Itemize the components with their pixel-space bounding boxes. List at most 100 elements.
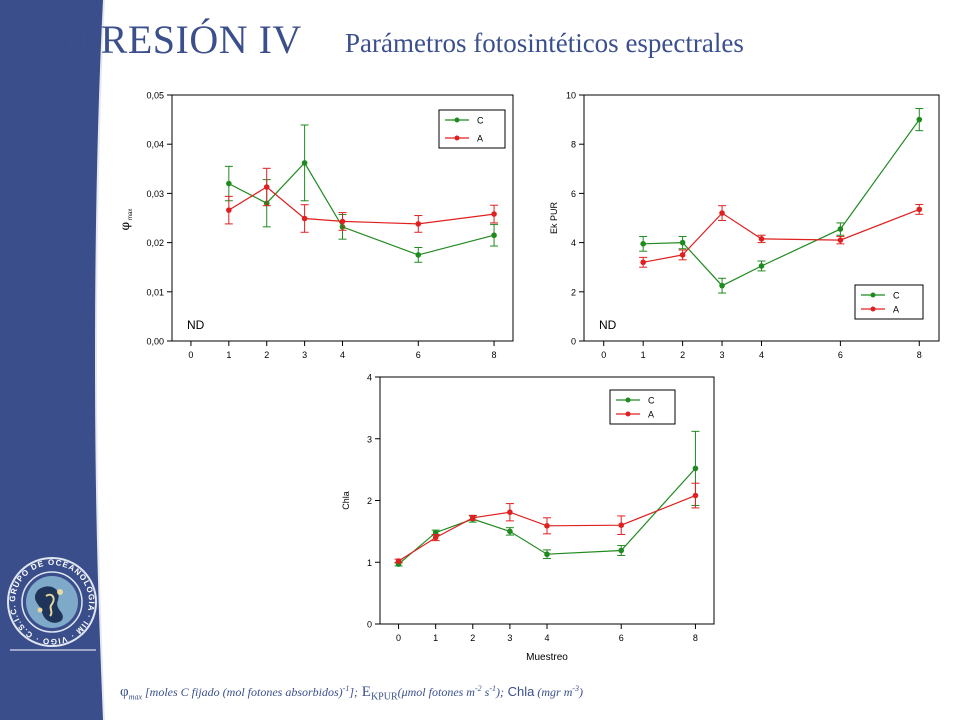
x-tick-label: 3 [507,633,512,643]
chart-legend: CA [854,284,924,320]
series-c-point [692,465,699,472]
chart-legend: CA [609,389,676,425]
x-tick-label: 3 [302,350,307,360]
chla-unit: (mgr m [534,685,573,699]
phi-superscript: -1 [342,684,350,693]
y-tick-label: 0,05 [146,91,164,101]
y-tick-label: 2 [367,496,372,506]
legend-swatch-marker [625,397,631,403]
legend-entry-a: A [648,410,654,420]
y-axis-label-subscript: max [128,209,134,220]
page-title: IMPRESIÓN IV [28,17,302,62]
x-tick-label: 6 [619,633,624,643]
legend-swatch-marker [625,411,631,417]
x-tick-label: 3 [720,350,725,360]
page-subtitle: Parámetros fotosintéticos espectrales [345,28,744,58]
legend-swatch-marker [454,135,460,141]
series-a-point [226,207,232,213]
series-a-point [544,523,550,529]
x-tick-label: 1 [433,633,438,643]
series-c-point [758,263,765,269]
series-c-point [301,160,308,166]
x-tick-label: 2 [680,350,685,360]
ek-subscript: KPUR [370,691,398,703]
y-tick-label: 3 [367,434,372,444]
chla-label: Chla [504,684,535,699]
series-a-point [618,522,625,528]
chart-legend: CA [438,109,506,149]
y-axis-label: Ek PUR [549,202,559,235]
ek-mid: s [481,685,490,699]
legend-box [854,284,924,320]
chart-phimax: 0,00 0,01 0,02 0,03 0,04 0,05 0 1 2 3 4 6 8 φ max ND CA [118,91,514,360]
chart-chla: 0 1 2 3 4 0 1 2 3 4 6 8 Chla Muestreo CA [341,373,715,663]
y-tick-label: 0,00 [146,337,164,347]
y-tick-label: 8 [571,140,576,150]
chart-panel-ek: 0 2 4 6 8 10 0 1 2 3 4 6 8 Ek PUR ND C A [541,73,948,373]
y-axis-label: φ max [118,209,134,231]
ek-unit: (μmol fotones m [397,685,475,699]
nd-annotation: ND [187,318,205,332]
legend-entry-c: C [477,116,484,126]
series-c-point [415,252,422,258]
series-c-line [228,161,495,256]
series-a-point [415,221,422,227]
ek-label: E [358,684,371,700]
phi-unit: [moles C fijado (mol fotones absorbidos) [142,685,343,699]
x-tick-label: 0 [188,350,193,360]
series-c-point [491,232,497,239]
y-tick-label: 0,04 [146,140,164,150]
series-a-line [228,186,495,225]
y-tick-label: 0 [367,620,372,630]
legend-entry-a: A [893,305,899,315]
series-a-point [837,237,844,243]
series-c-point [618,547,625,554]
series-a-point [491,211,497,217]
phi-subscript: max [128,692,142,702]
series-c-line [643,119,920,287]
series-c-point [679,239,686,246]
ek-superscript-1: -2 [474,684,482,693]
y-axis-label: Chla [341,491,351,510]
series-a-point [679,252,686,258]
x-tick-label: 1 [641,350,646,360]
x-tick-label: 4 [340,350,345,360]
x-tick-label: 8 [492,350,497,360]
series-c-point [544,551,550,558]
y-tick-label: 0,02 [146,238,164,248]
ek-superscript-2: -1 [489,684,496,693]
legend-swatch-marker [870,292,876,298]
y-tick-label: 10 [566,91,576,101]
oceanology-logo: GRUPO DE OCEANOLOGIA · IIM · VIGO · C.S.… [7,557,97,647]
y-tick-label: 4 [367,373,372,383]
chart-panel-phimax: 0,00 0,01 0,02 0,03 0,04 0,05 0 1 2 3 4 6 8 φ max ND C A [117,73,538,373]
chla-close: ) [579,685,584,699]
series-a-point [719,210,725,216]
x-tick-label: 6 [838,350,843,360]
x-tick-label: 8 [917,350,922,360]
x-tick-label: 1 [226,350,231,360]
legend-entry-c: C [893,291,900,301]
series-c-point [837,226,844,232]
series-c-point [719,282,725,289]
legend-swatch-marker [870,306,876,312]
x-axis-label: Muestreo [526,652,568,663]
y-tick-label: 0 [571,337,576,347]
series-a-point [339,218,346,225]
series-a-point [469,514,476,521]
legend-swatch-marker [454,117,460,123]
y-axis-label-symbol: φ [118,222,132,230]
x-tick-label: 0 [601,350,606,360]
x-tick-label: 0 [396,633,401,643]
series-a-point [916,206,923,213]
chart-ek-pur: 0 2 4 6 8 10 0 1 2 3 4 6 8 Ek PUR ND CA [549,91,940,360]
series-c-point [640,241,646,247]
phi-symbol: φ [120,684,129,700]
chla-superscript: -3 [572,684,580,693]
x-tick-label: 8 [693,633,698,643]
series-a-point [395,558,402,564]
phi-close: ]; [349,685,359,699]
series-a-point [432,534,439,541]
ek-close: ); [496,685,504,699]
